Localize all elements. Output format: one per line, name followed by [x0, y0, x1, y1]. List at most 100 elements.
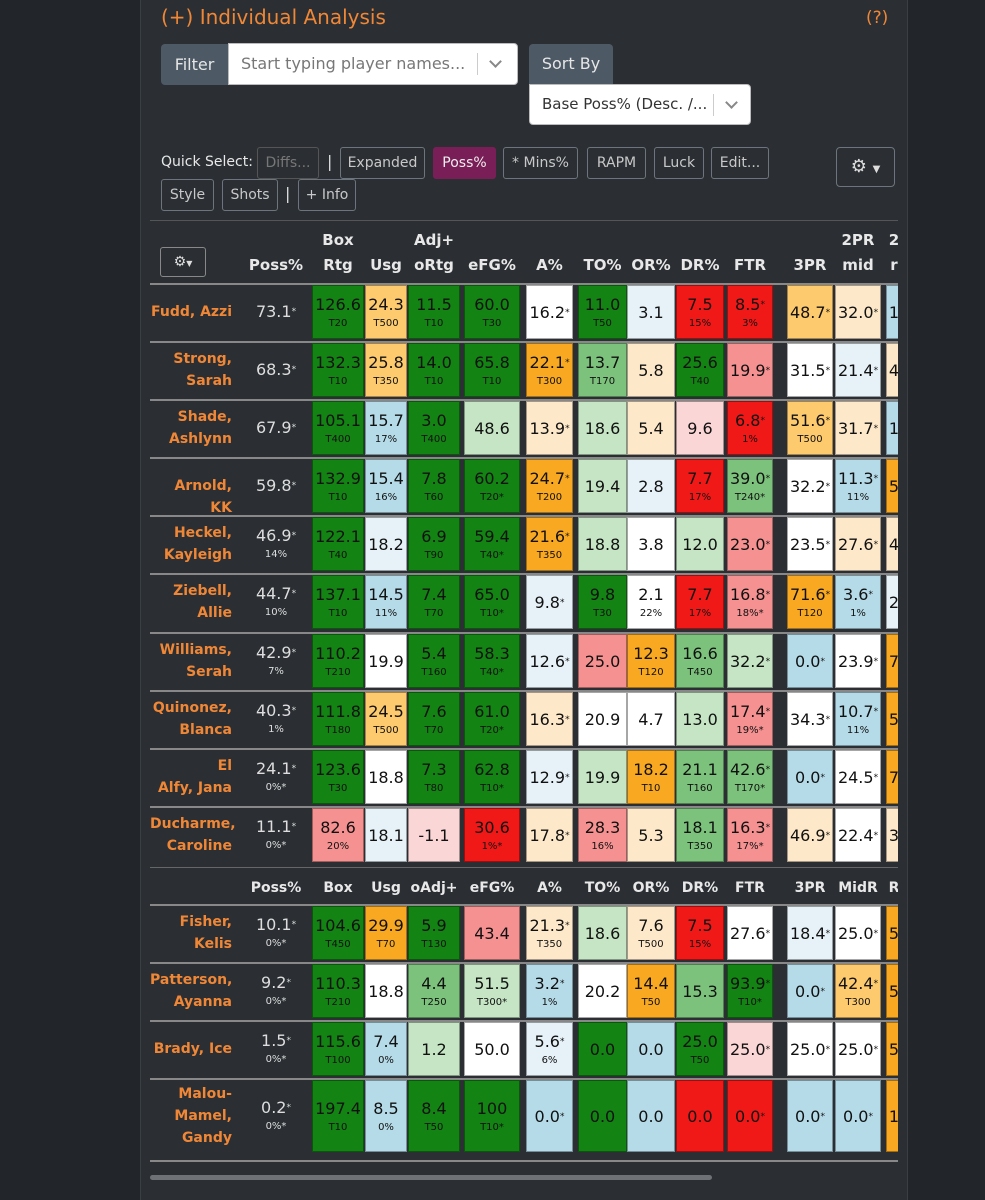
player-name-link[interactable]: Brady, Ice: [153, 1041, 232, 1057]
mid-column-header[interactable]: Box: [323, 880, 353, 896]
column-header[interactable]: A%: [536, 256, 563, 274]
filter-label: Filter: [161, 44, 228, 85]
player-name-link[interactable]: El Alfy, Jana: [150, 755, 232, 799]
luck-button[interactable]: Luck: [654, 147, 704, 179]
chevron-down-icon[interactable]: [489, 55, 502, 68]
stat-value: 29.9: [368, 916, 404, 935]
mid-column-header[interactable]: Usg: [371, 880, 401, 896]
stat-rank: 15%: [688, 939, 712, 950]
column-header[interactable]: DR%: [680, 256, 720, 274]
player-name-link[interactable]: Malou- Mamel, Gandy: [150, 1083, 232, 1149]
chevron-down-icon[interactable]: [725, 96, 738, 109]
row-separator: [150, 806, 898, 808]
stat-rank: T70: [424, 725, 444, 736]
stat-cell: 17.8*: [526, 808, 573, 862]
mid-column-header[interactable]: DR%: [681, 880, 719, 896]
player-name-part: Strong,: [173, 351, 232, 367]
mid-column-header[interactable]: 3PR: [794, 880, 826, 896]
column-header-top[interactable]: Adj+: [413, 231, 455, 249]
help-link[interactable]: (?): [866, 8, 889, 28]
column-header[interactable]: Usg: [370, 256, 402, 274]
mid-column-header[interactable]: eFG%: [469, 880, 515, 896]
column-header[interactable]: oRtg: [414, 256, 454, 274]
column-header[interactable]: OR%: [631, 256, 671, 274]
player-name-link[interactable]: Quinonez, Blanca: [150, 697, 232, 741]
settings-dropdown-button[interactable]: ⚙ ▼: [836, 147, 895, 187]
stat-cell: 18.6: [578, 401, 627, 455]
mid-column-header[interactable]: MidR: [838, 880, 878, 896]
mid-column-header[interactable]: R: [888, 880, 898, 896]
poss-pct-cell: 73.1*: [240, 303, 312, 321]
stat-cell: 18.6: [578, 906, 627, 960]
mid-column-header[interactable]: OR%: [632, 880, 670, 896]
stat-value: 14.4: [633, 974, 669, 993]
player-filter-input[interactable]: Start typing player names...: [228, 43, 518, 85]
stat-cell: 24.3 T500: [365, 285, 407, 339]
player-name-link[interactable]: Ducharme, Caroline: [150, 813, 236, 857]
stat-value: 27.6*: [837, 535, 879, 554]
style-button[interactable]: Style: [161, 179, 214, 211]
sort-select[interactable]: Base Poss% (Desc. /...: [529, 84, 751, 125]
mid-column-header[interactable]: TO%: [584, 880, 621, 896]
stat-cell: 18.8: [578, 517, 627, 571]
player-name-link[interactable]: Fudd, Azzi: [151, 304, 232, 320]
stat-cell: 20.9: [578, 692, 627, 746]
mid-column-header[interactable]: A%: [537, 880, 562, 896]
stat-value: 17.8*: [529, 826, 570, 845]
mid-column-header[interactable]: Poss%: [250, 880, 302, 896]
column-header[interactable]: TO%: [583, 256, 622, 274]
asterisk-mark: *: [825, 308, 831, 318]
info-button[interactable]: + Info: [298, 179, 356, 211]
stat-cell: 43.4: [464, 906, 520, 960]
stat-value: 32.2*: [729, 652, 771, 671]
shots-button[interactable]: Shots: [222, 179, 278, 211]
poss-pct-cell: 42.9* 7%: [240, 644, 312, 678]
player-name-link[interactable]: Shade, Ashlynn: [150, 406, 232, 450]
diffs-button[interactable]: Diffs...: [257, 147, 319, 179]
player-name-link[interactable]: Arnold, KK: [174, 478, 232, 516]
stat-rank: T10: [328, 1122, 348, 1133]
stat-cell: 19.9: [578, 750, 627, 804]
column-header-top[interactable]: 2: [888, 231, 898, 249]
poss-pct-button[interactable]: Poss%: [433, 147, 496, 179]
stat-rank: T350: [536, 939, 563, 950]
stat-value: 18.4*: [789, 924, 831, 943]
stat-cell: 18.4*: [787, 906, 833, 960]
stat-rank: T10: [328, 492, 348, 503]
player-name-link[interactable]: Fisher, Kelis: [150, 911, 232, 955]
expanded-button[interactable]: Expanded: [340, 147, 425, 179]
mid-column-header[interactable]: FTR: [735, 880, 765, 896]
rapm-button[interactable]: RAPM: [587, 147, 646, 179]
column-header[interactable]: Poss%: [248, 256, 304, 274]
player-name-link[interactable]: Ziebell, Allie: [150, 580, 232, 624]
table-settings-button[interactable]: ⚙▼: [160, 247, 206, 277]
column-header[interactable]: eFG%: [468, 256, 516, 274]
stat-cell: 6.8* 1%: [727, 401, 773, 455]
stat-cell: 8.5* 3%: [727, 285, 773, 339]
stat-value: 8.5: [373, 1099, 399, 1118]
stat-value: 39.0*: [729, 469, 771, 488]
stat-value: 0.0: [589, 1107, 616, 1126]
player-name-link[interactable]: Williams, Serah: [150, 639, 232, 683]
stats-table[interactable]: ⚙▼ Box Adj+ 2PR 2 Poss% Rtg Usg oRtg eFG% A% TO% OR…: [150, 220, 898, 1165]
stat-cell: 0.0: [627, 1022, 675, 1076]
edit-button[interactable]: Edit...: [711, 147, 769, 179]
stat-rank: T30: [328, 783, 348, 794]
column-header[interactable]: mid: [842, 256, 874, 274]
column-header-top[interactable]: Box: [322, 231, 354, 249]
horizontal-scrollbar[interactable]: [150, 1175, 712, 1180]
column-header-top[interactable]: 2PR: [841, 231, 875, 249]
stat-value: 22.4*: [837, 826, 879, 845]
section-title[interactable]: (+) Individual Analysis: [161, 5, 386, 29]
player-name-link[interactable]: Heckel, Kayleigh: [150, 522, 232, 566]
mid-column-header[interactable]: oAdj+: [410, 880, 458, 896]
column-header[interactable]: r: [890, 256, 898, 274]
stat-value: 18.8: [368, 768, 404, 787]
player-name-link[interactable]: Strong, Sarah: [150, 348, 232, 392]
column-header[interactable]: Rtg: [323, 256, 353, 274]
mins-pct-button[interactable]: * Mins%: [503, 147, 578, 179]
player-name-part: Fisher,: [179, 914, 232, 930]
column-header[interactable]: 3PR: [793, 256, 827, 274]
column-header[interactable]: FTR: [733, 256, 767, 274]
player-name-link[interactable]: Patterson, Ayanna: [150, 969, 232, 1013]
